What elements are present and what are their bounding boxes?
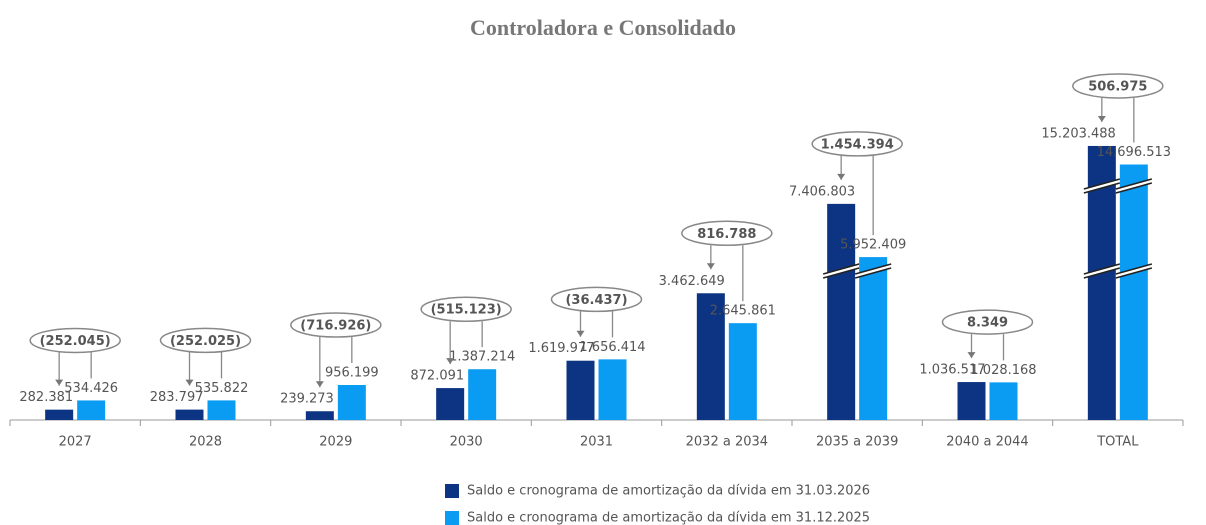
annotation-label: 506.975 — [1088, 79, 1147, 94]
arrow-head — [1097, 115, 1106, 122]
data-label: 2.645.861 — [710, 304, 776, 319]
axis-break-line — [1115, 263, 1153, 275]
axis-break-line — [1115, 178, 1153, 190]
arrow-head — [446, 358, 455, 365]
axis-break-line — [1115, 182, 1153, 194]
annotation-bubble — [941, 309, 1034, 335]
axis-break — [1083, 264, 1120, 278]
annotation-bubble — [420, 296, 512, 322]
annotation-label: (36.437) — [565, 293, 627, 308]
bar — [1119, 164, 1148, 420]
arrow-head — [967, 352, 976, 359]
annotation-label: (716.926) — [300, 319, 371, 334]
legend-label: Saldo e cronograma de amortização da dív… — [467, 511, 870, 525]
data-label: 872.091 — [410, 369, 464, 384]
data-label: 1.387.214 — [449, 350, 515, 365]
x-tick-label: 2040 a 2044 — [946, 435, 1028, 450]
bar — [305, 411, 334, 420]
x-tick-label: 2030 — [450, 435, 483, 450]
data-label: 535.822 — [195, 381, 249, 396]
bar — [468, 369, 497, 420]
legend-label: Saldo e cronograma de amortização da dív… — [467, 484, 870, 499]
bar — [77, 400, 106, 420]
annotation-bubble — [159, 327, 252, 354]
annotation-bubble — [681, 220, 773, 247]
x-tick-label: 2029 — [319, 435, 352, 450]
bar — [207, 400, 236, 420]
annotation-label: (252.025) — [170, 334, 241, 349]
annotation-bubble — [29, 327, 121, 354]
arrow-head — [706, 263, 715, 270]
axis-break — [855, 264, 892, 278]
data-label: 1.036.517 — [919, 363, 985, 378]
arrow-head — [576, 330, 585, 337]
axis-break-line — [854, 263, 892, 275]
annotation-label: 1.454.394 — [821, 137, 894, 152]
bar — [728, 323, 757, 420]
annotation-label: 816.788 — [697, 227, 756, 242]
data-label: 15.203.488 — [1041, 126, 1115, 141]
x-tick-label: 2035 a 2039 — [816, 435, 898, 450]
chart-title: Controladora e Consolidado — [470, 15, 736, 40]
data-label: 14.696.513 — [1097, 145, 1171, 160]
legend-swatch — [445, 511, 459, 525]
data-label: 956.199 — [325, 366, 379, 381]
axis-break-line — [1083, 263, 1121, 275]
bar — [957, 382, 986, 420]
bar — [566, 360, 595, 420]
arrow-head — [837, 173, 846, 180]
bar — [827, 203, 856, 420]
annotation-bubble — [290, 312, 382, 338]
axis-break-line — [1115, 267, 1153, 279]
data-label: 1.619.977 — [528, 341, 594, 356]
bar — [45, 409, 74, 420]
axis-break — [1083, 179, 1120, 193]
axis-break-line — [1083, 178, 1121, 190]
axis-break-line — [1083, 182, 1121, 194]
data-label: 283.797 — [150, 390, 204, 405]
legend-swatch — [445, 484, 459, 498]
x-tick-label: 2027 — [59, 435, 92, 450]
bar — [859, 257, 888, 420]
axis-break-line — [822, 263, 860, 275]
bar — [337, 385, 366, 420]
x-tick-label: TOTAL — [1096, 435, 1139, 450]
axis-break-line — [854, 267, 892, 279]
data-label: 3.462.649 — [659, 274, 725, 289]
annotation-bubble — [550, 286, 643, 313]
data-label: 1.028.168 — [970, 363, 1036, 378]
bar — [175, 409, 204, 420]
bar — [436, 388, 465, 420]
bar — [696, 293, 725, 420]
annotation-label: (515.123) — [431, 303, 502, 318]
axis-break — [1115, 264, 1152, 278]
arrow-head — [185, 379, 194, 386]
axis-break — [823, 264, 860, 278]
annotation-label: (252.045) — [40, 334, 111, 349]
data-label: 7.406.803 — [789, 184, 855, 199]
axis-break-line — [822, 267, 860, 279]
bar — [598, 359, 627, 420]
data-label: 534.426 — [64, 381, 118, 396]
bar — [1087, 145, 1116, 420]
arrow-head — [55, 379, 64, 386]
data-label: 239.273 — [280, 392, 334, 407]
x-tick-label: 2032 a 2034 — [686, 435, 768, 450]
arrow-head — [315, 381, 324, 388]
x-tick-label: 2028 — [189, 435, 222, 450]
bar — [989, 382, 1018, 420]
annotation-bubble — [1072, 73, 1164, 99]
data-label: 5.952.409 — [840, 238, 906, 253]
data-label: 282.381 — [19, 390, 73, 405]
annotation-bubble — [811, 131, 903, 157]
x-tick-label: 2031 — [580, 435, 613, 450]
data-label: 1.656.414 — [579, 340, 645, 355]
axis-break — [1115, 179, 1152, 193]
annotation-label: 8.349 — [967, 316, 1008, 331]
axis-break-line — [1083, 267, 1121, 279]
